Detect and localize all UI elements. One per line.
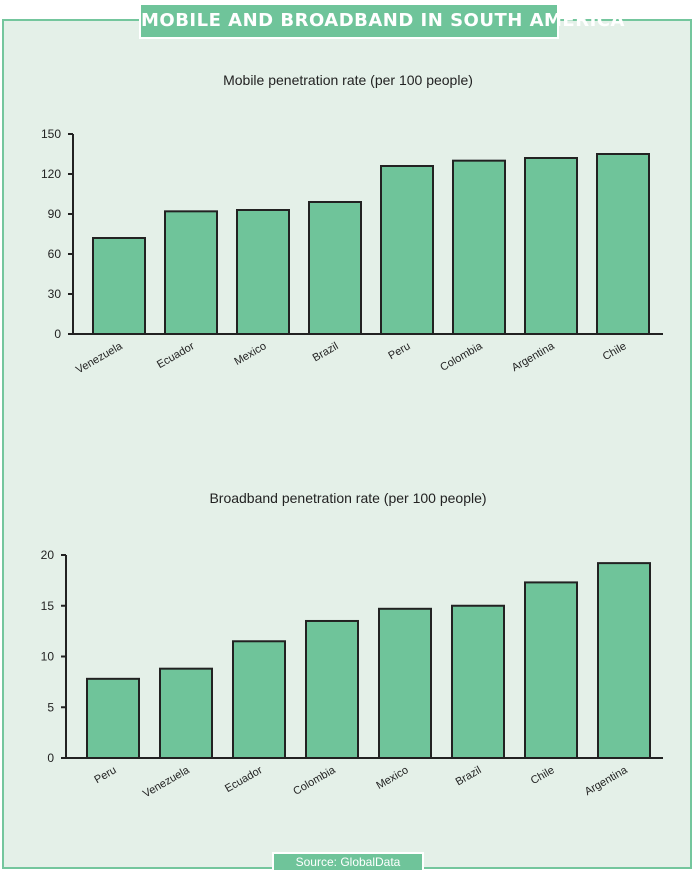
bar-ecuador — [164, 210, 218, 335]
y-tick-label: 150 — [41, 127, 61, 141]
source-note: Source: GlobalData — [272, 852, 424, 872]
bar-mexico — [378, 607, 432, 759]
y-tick-label: 90 — [48, 207, 62, 221]
y-tick-label: 30 — [48, 287, 62, 301]
bar-argentina — [524, 157, 578, 335]
y-tick-label: 0 — [54, 327, 61, 341]
y-tick-label: 10 — [41, 650, 55, 664]
y-tick-label: 20 — [41, 548, 55, 562]
category-label: Mexico — [374, 764, 410, 792]
bar-chile — [524, 581, 578, 760]
category-label: Ecuador — [223, 764, 265, 795]
broadband-chart-title: Broadband penetration rate (per 100 peop… — [209, 490, 487, 506]
bar-brazil — [308, 201, 362, 335]
bar-venezuela — [159, 667, 213, 759]
bar-argentina — [597, 562, 651, 759]
y-tick-label: 15 — [41, 599, 55, 613]
mobile-chart-title: Mobile penetration rate (per 100 people) — [223, 72, 473, 88]
bar-brazil — [451, 604, 505, 759]
bar-peru — [86, 677, 140, 760]
y-tick-label: 0 — [47, 751, 54, 765]
y-tick-label: 5 — [47, 700, 54, 714]
page-title: MOBILE AND BROADBAND IN SOUTH AMERICA — [139, 3, 624, 39]
category-label: Argentina — [583, 764, 631, 798]
bar-venezuela — [92, 237, 146, 335]
category-label: Venezuela — [141, 764, 192, 801]
y-tick-label: 60 — [48, 247, 62, 261]
bar-ecuador — [232, 640, 286, 760]
bar-colombia — [452, 159, 506, 335]
category-label: Colombia — [291, 764, 338, 798]
category-label: Chile — [529, 764, 557, 787]
bar-chile — [596, 153, 650, 335]
category-label: Brazil — [454, 764, 484, 788]
category-label: Peru — [92, 764, 118, 786]
bar-mexico — [236, 209, 290, 335]
bar-colombia — [305, 619, 359, 759]
y-tick-label: 120 — [41, 167, 61, 181]
